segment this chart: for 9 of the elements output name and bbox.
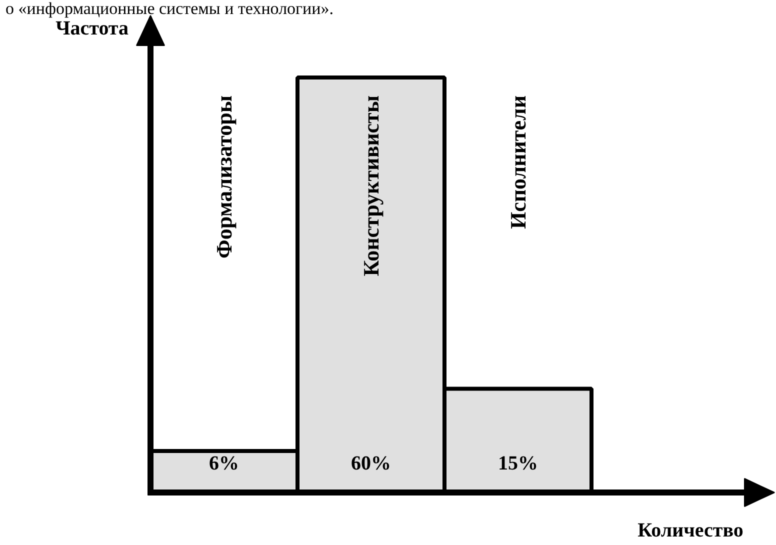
text: о «информационные системы и технологии». xyxy=(6,0,334,18)
y-axis-title: Частота xyxy=(56,18,128,40)
x-tick-label: Формализаторы xyxy=(212,96,236,259)
data-label: 15% xyxy=(498,452,538,474)
data-label: 60% xyxy=(351,452,391,474)
x-tick-label: Конструктивисты xyxy=(358,96,384,276)
x-tick-label: Исполнители xyxy=(506,95,530,230)
data-label: 6% xyxy=(209,452,239,474)
x-axis-title: Количество xyxy=(638,520,744,542)
